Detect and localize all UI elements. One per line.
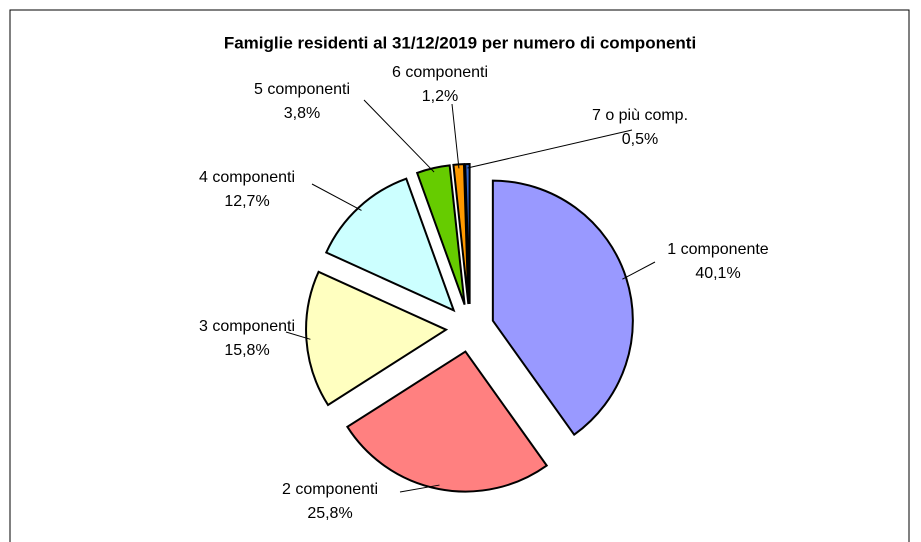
slice-value-label: 3,8%: [284, 105, 320, 122]
slice-label: 3 componenti: [199, 318, 295, 335]
slice-value-label: 1,2%: [422, 88, 458, 105]
leader-line: [622, 261, 656, 280]
slice-label: 4 componenti: [199, 169, 295, 186]
leader-line: [467, 129, 633, 169]
pie-slice: [415, 164, 466, 305]
leader-line: [451, 103, 460, 169]
leader-line: [363, 99, 435, 173]
slice-value-label: 40,1%: [695, 265, 740, 282]
slice-value-label: 25,8%: [307, 505, 352, 522]
slice-label: 7 o più comp.: [592, 107, 688, 124]
slice-label: 1 componente: [667, 241, 769, 258]
slice-label: 5 componenti: [254, 81, 350, 98]
pie-slice: [305, 270, 449, 407]
slice-label: 6 componenti: [392, 64, 488, 81]
slice-value-label: 15,8%: [224, 342, 269, 359]
pie-slice: [345, 350, 549, 493]
pie-slice: [324, 177, 456, 313]
chart-title: Famiglie residenti al 31/12/2019 per num…: [224, 33, 696, 52]
pie-slice: [491, 179, 634, 437]
slice-label: 2 componenti: [282, 481, 378, 498]
slice-value-label: 0,5%: [622, 131, 658, 148]
leader-line: [399, 484, 440, 493]
pie-slice: [464, 163, 471, 305]
slice-value-label: 12,7%: [224, 193, 269, 210]
leader-line: [285, 331, 311, 340]
leader-line: [311, 183, 362, 211]
